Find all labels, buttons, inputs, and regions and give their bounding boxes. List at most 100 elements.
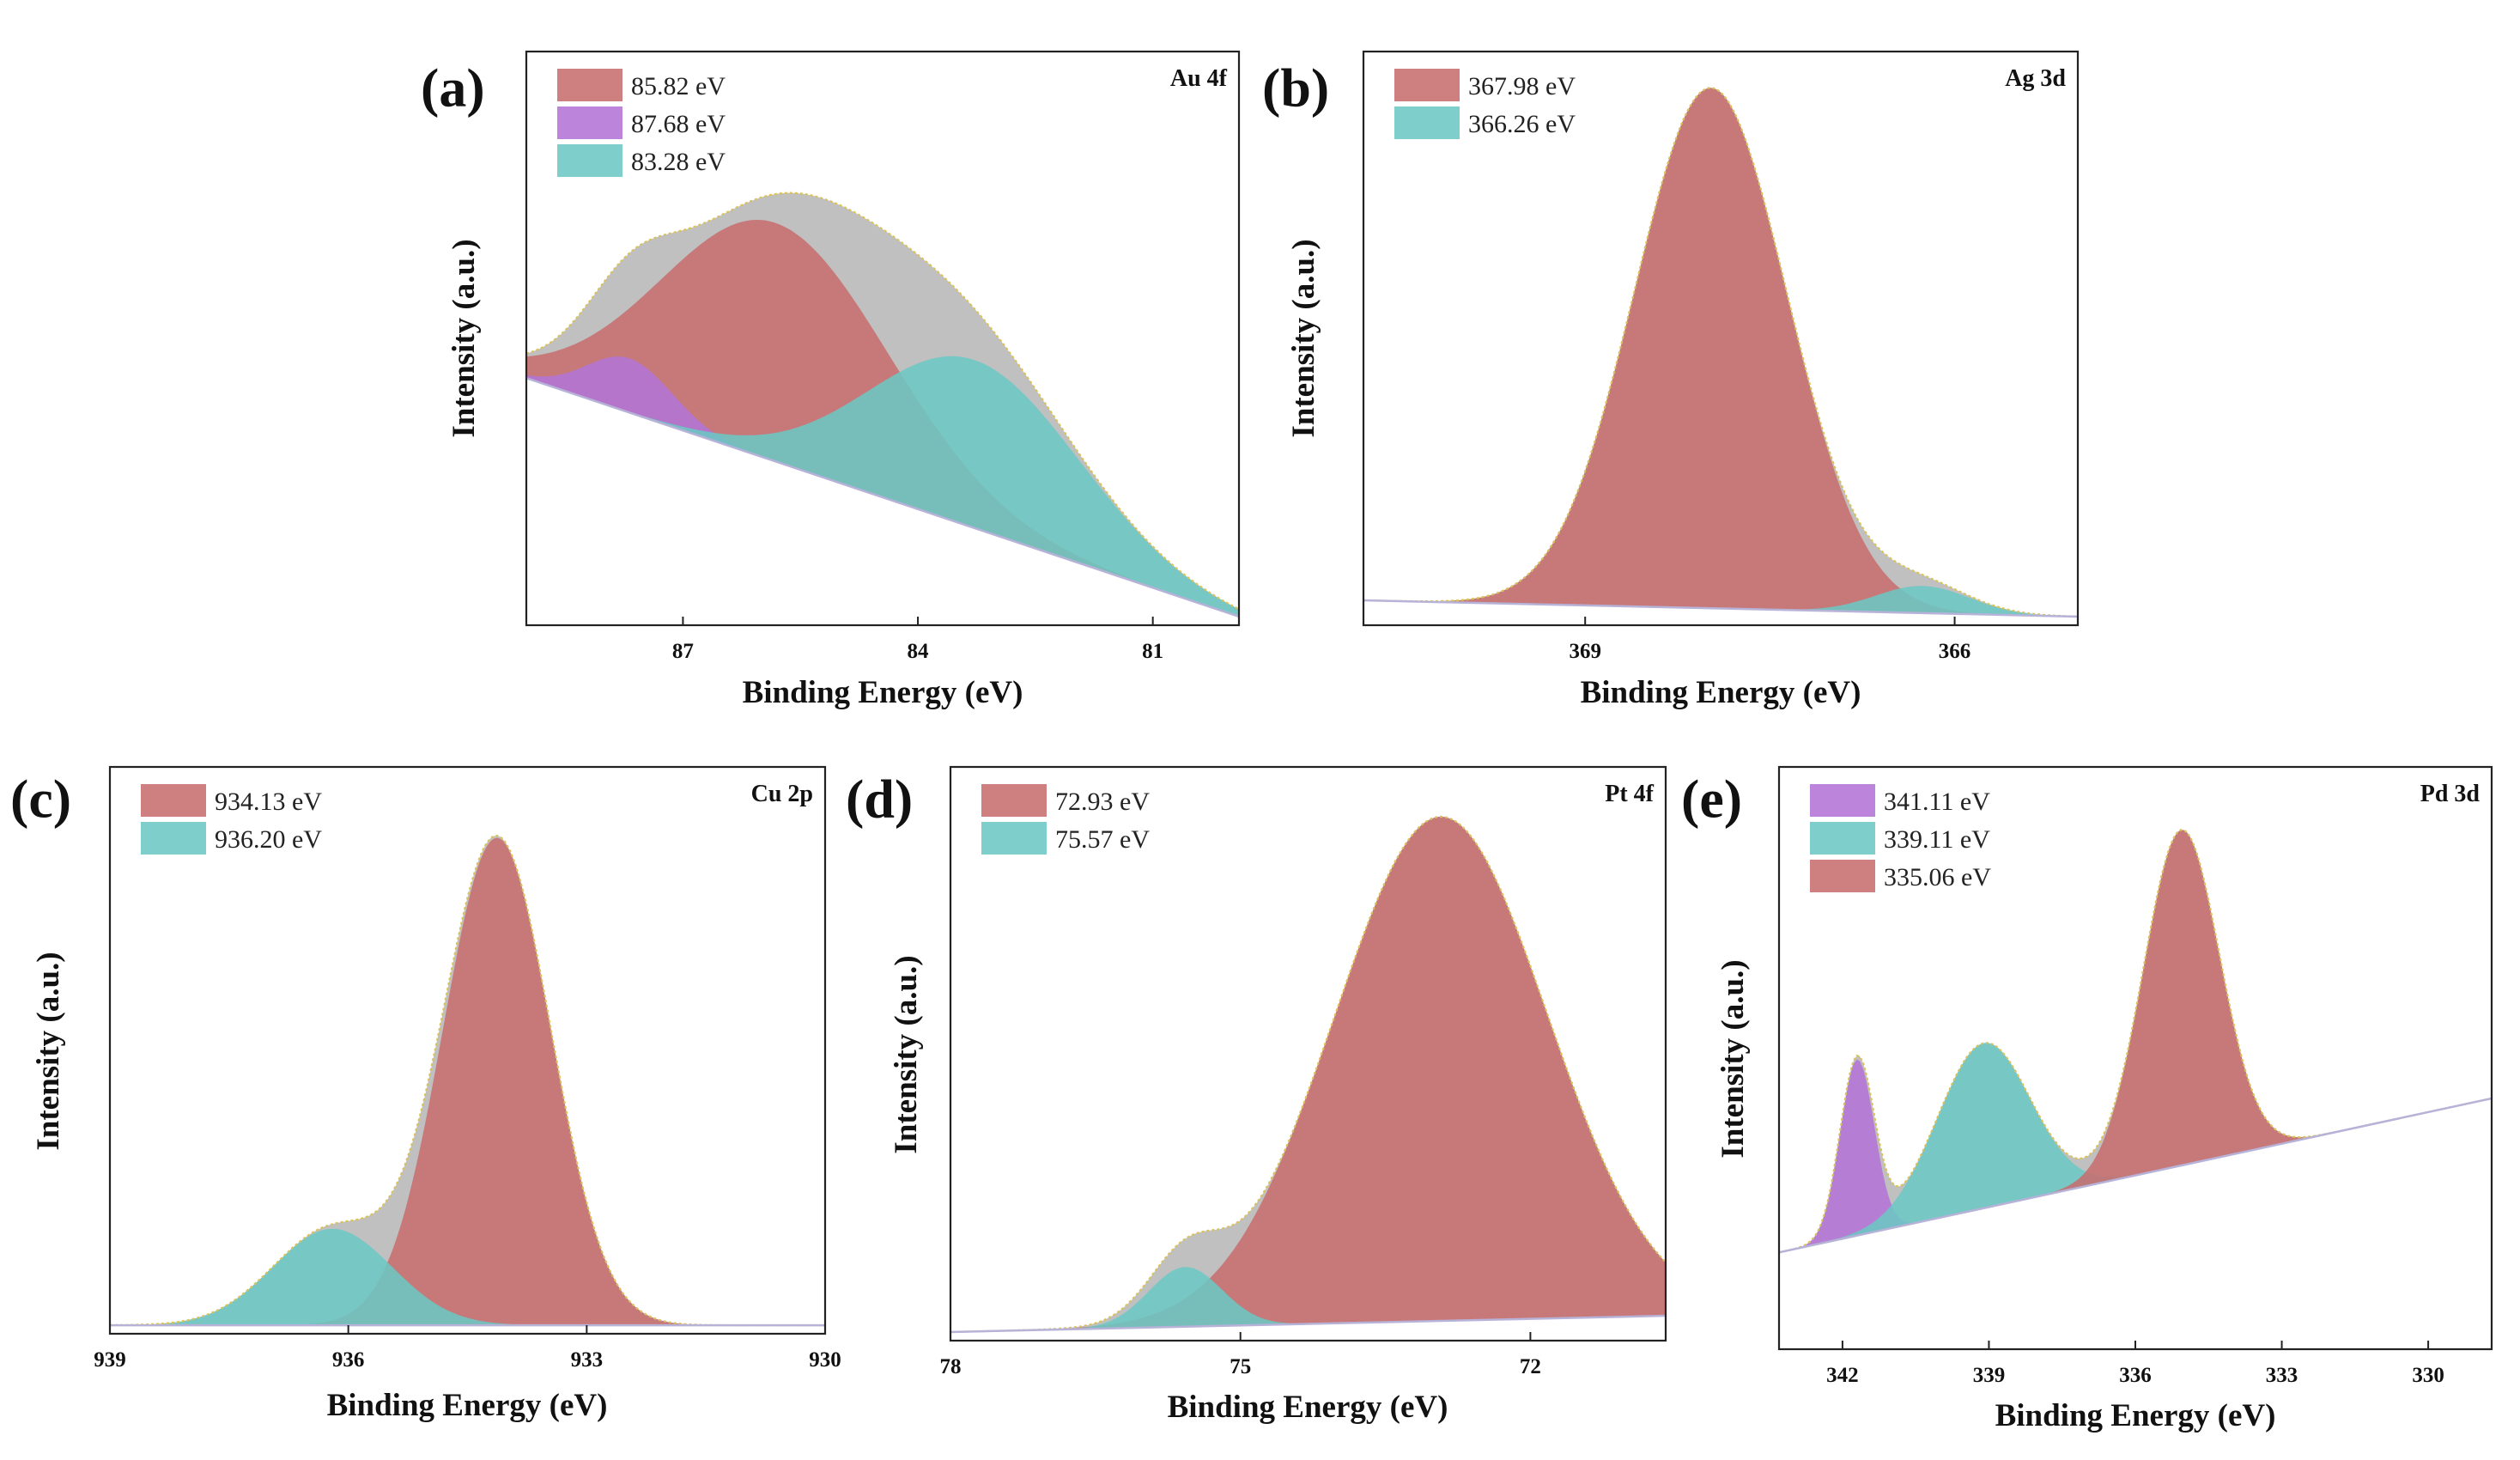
legend-label: 339.11 eV <box>1884 825 1990 854</box>
plot-area <box>526 192 1239 618</box>
x-tick-label: 75 <box>1230 1355 1251 1378</box>
background-line <box>950 1314 1666 1334</box>
axes-frame <box>108 765 827 1335</box>
plot-area <box>1779 829 2492 1254</box>
x-axis-title: Binding Energy (eV) <box>743 675 1023 710</box>
panels-container: 87 84 81 Binding Energy (eV) Intensity (a.u.… <box>10 50 2493 1433</box>
y-axis-title: Intensity (a.u.) <box>1715 959 1751 1158</box>
legend-swatch <box>557 69 622 101</box>
chart-panel: 78 75 72 Binding Energy (eV) Intensity (a.u.… <box>846 765 1667 1425</box>
peak-component-33911 <box>1779 1043 2492 1253</box>
fit-envelope-line <box>950 815 1666 1334</box>
peak-component-8328 <box>526 356 1239 617</box>
axes-frame <box>525 50 1241 627</box>
background-line <box>1779 1097 2492 1254</box>
chart-panel: 87 84 81 Binding Energy (eV) Intensity (a.u.… <box>421 50 1241 710</box>
panel-letter: (d) <box>846 769 913 830</box>
y-axis-title: Intensity (a.u.) <box>31 952 66 1150</box>
x-tick-label: 336 <box>2119 1364 2152 1387</box>
legend-swatch <box>557 106 622 139</box>
element-label: Au 4f <box>1170 65 1228 92</box>
x-tick-label: 366 <box>1939 640 1971 663</box>
legend: 85.82 eV 87.68 eV 83.28 eV <box>557 69 726 177</box>
legend-swatch <box>557 144 622 177</box>
x-tick-label: 330 <box>2412 1364 2444 1387</box>
x-tick-label: 342 <box>1826 1364 1859 1387</box>
chart-panel: 369 366 Binding Energy (eV) Intensity (a.u.… <box>1262 50 2080 710</box>
x-tick-label: 87 <box>672 640 694 663</box>
element-label: Ag 3d <box>2005 65 2066 92</box>
plot-area <box>950 815 1666 1334</box>
peak-component-36798 <box>1363 88 2078 617</box>
background-line <box>526 377 1239 618</box>
background-line <box>1363 599 2078 618</box>
panel-letter: (a) <box>421 58 485 119</box>
x-tick-label: 333 <box>2266 1364 2298 1387</box>
legend-swatch <box>141 822 206 855</box>
x-tick-label: 369 <box>1569 640 1601 663</box>
x-tick-label: 84 <box>908 640 930 663</box>
x-tick-label: 81 <box>1142 640 1163 663</box>
x-tick-label: 939 <box>94 1348 126 1372</box>
y-axis-title: Intensity (a.u.) <box>1286 239 1321 437</box>
axes-frame <box>949 765 1667 1342</box>
peak-component-93413 <box>110 837 825 1326</box>
legend-label: 83.28 eV <box>631 148 726 176</box>
peak-component-7293 <box>950 816 1666 1332</box>
legend: 72.93 eV 75.57 eV <box>981 784 1150 855</box>
legend-swatch <box>1394 106 1460 139</box>
axes-frame <box>1362 50 2080 627</box>
peak-component-93620 <box>110 1228 825 1326</box>
legend: 367.98 eV 366.26 eV <box>1394 69 1576 139</box>
legend-label: 335.06 eV <box>1884 863 1991 891</box>
legend-label: 936.20 eV <box>215 825 322 854</box>
fit-envelope-line <box>526 192 1239 611</box>
legend-label: 75.57 eV <box>1055 825 1150 854</box>
panel-letter: (c) <box>10 769 71 830</box>
panel-letter: (b) <box>1262 58 1329 119</box>
legend-label: 87.68 eV <box>631 110 726 138</box>
x-axis-title: Binding Energy (eV) <box>1581 675 1861 710</box>
peak-component-34111 <box>1779 1059 2492 1253</box>
x-axis-title: Binding Energy (eV) <box>1995 1398 2276 1433</box>
plot-area <box>1363 87 2078 618</box>
legend-swatch <box>1810 860 1875 892</box>
legend-swatch <box>981 784 1047 817</box>
x-tick-label: 930 <box>809 1348 841 1372</box>
x-tick-label: 933 <box>571 1348 604 1372</box>
element-label: Cu 2p <box>751 781 813 807</box>
x-tick-label: 936 <box>332 1348 365 1372</box>
legend-label: 341.11 eV <box>1884 788 1990 816</box>
chart-panel: 939 936 933 930 Binding Energy (eV) Intensity… <box>10 765 841 1423</box>
x-axis-title: Binding Energy (eV) <box>1168 1390 1448 1425</box>
x-tick-label: 339 <box>1973 1364 2006 1387</box>
panel-letter: (e) <box>1681 769 1742 830</box>
x-axis-title: Binding Energy (eV) <box>327 1388 608 1423</box>
legend-swatch <box>141 784 206 817</box>
legend-swatch <box>1394 69 1460 101</box>
legend-label: 85.82 eV <box>631 72 726 100</box>
element-label: Pt 4f <box>1605 781 1654 807</box>
legend-swatch <box>1810 822 1875 855</box>
peak-component-8768 <box>526 356 1239 617</box>
legend-label: 72.93 eV <box>1055 788 1150 816</box>
legend-label: 366.26 eV <box>1468 110 1576 138</box>
chart-panel: 342 339 336 333 330 Binding Energy (eV) Intens… <box>1681 765 2493 1433</box>
peak-component-36626 <box>1363 586 2078 617</box>
plot-area <box>110 834 825 1327</box>
legend-swatch <box>981 822 1047 855</box>
legend: 341.11 eV 339.11 eV 335.06 eV <box>1810 784 1991 892</box>
x-tick-label: 78 <box>940 1355 962 1378</box>
legend-label: 934.13 eV <box>215 788 322 816</box>
x-tick-label: 72 <box>1520 1355 1541 1378</box>
peak-component-7557 <box>950 1267 1666 1332</box>
legend: 934.13 eV 936.20 eV <box>141 784 322 855</box>
legend-swatch <box>1810 784 1875 817</box>
y-axis-title: Intensity (a.u.) <box>446 239 482 437</box>
element-label: Pd 3d <box>2420 781 2481 807</box>
legend-label: 367.98 eV <box>1468 72 1576 100</box>
fit-envelope-line <box>1779 829 2492 1254</box>
peak-component-33506 <box>1779 830 2492 1253</box>
fit-envelope-line <box>1363 87 2078 617</box>
